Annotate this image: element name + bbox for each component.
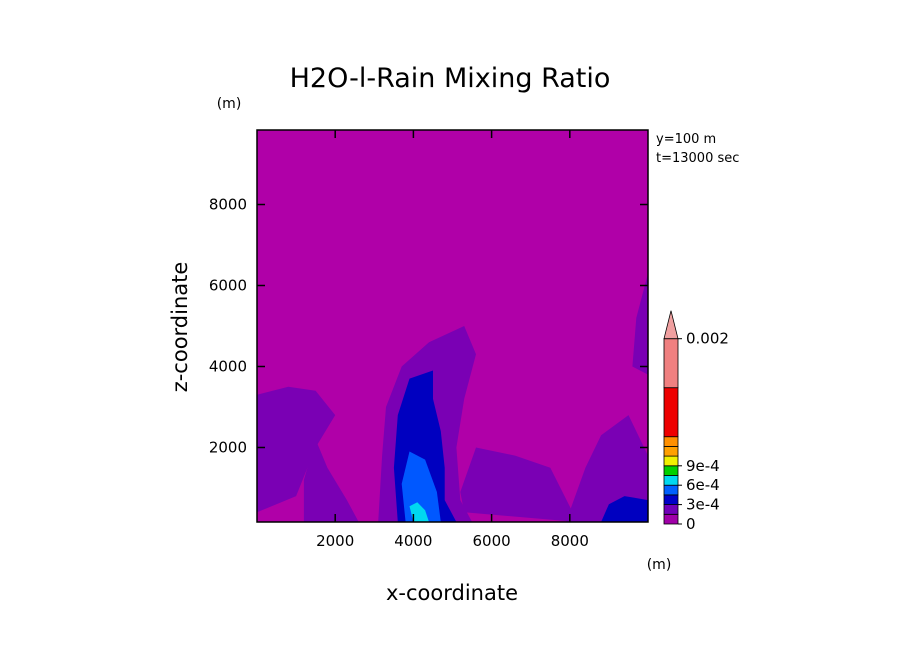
y-unit-label: (m) [217, 96, 242, 112]
contour-level-3-region-0 [401, 451, 441, 522]
x-tick-label: 2000 [316, 532, 354, 550]
colorbar-tick-label: 0 [686, 515, 696, 533]
colorbar-tick-label: 9e-4 [686, 457, 720, 475]
contour-level-1-region-5 [632, 273, 648, 375]
contour-level-1-region-4 [565, 415, 648, 522]
colorbar-segment [663, 494, 679, 505]
info-y-position: y=100 m [656, 132, 716, 147]
colorbar-tick-label: 3e-4 [686, 496, 720, 514]
colorbar-tick-label: 0.002 [686, 330, 729, 348]
y-tick-label: 6000 [209, 277, 247, 295]
colorbar-segment [663, 484, 679, 496]
contour-level-4-region-0 [409, 502, 429, 522]
colorbar-tick-label: 6e-4 [686, 476, 720, 494]
chart-title: H2O-l-Rain Mixing Ratio [290, 63, 611, 94]
y-tick-label: 2000 [209, 438, 247, 456]
colorbar-segment [663, 445, 679, 457]
plot-frame [256, 129, 649, 523]
info-time: t=13000 sec [656, 151, 739, 166]
colorbar-segment [663, 436, 679, 447]
x-tick-label: 8000 [551, 532, 589, 550]
y-tick-label: 8000 [209, 196, 247, 214]
contour-level-1-region-1 [303, 439, 359, 522]
contour-level-2-region-1 [601, 496, 648, 522]
y-axis-label: z-coordinate [168, 262, 192, 393]
plot-area [257, 130, 648, 522]
x-axis-label: x-coordinate [386, 581, 518, 605]
colorbar-segment [663, 387, 679, 438]
colorbar-segment [663, 338, 679, 389]
contour-level-1-region-0 [257, 386, 336, 513]
contour-level-1-region-3 [460, 447, 578, 522]
colorbar-segment [663, 513, 679, 525]
colorbar-segment [663, 504, 679, 515]
axis-ticks: 2000 4000 6000 8000 2000 4000 6000 8000 [209, 130, 648, 550]
colorbar: 03e-4 6e-49e-4 0.002 [663, 310, 729, 533]
x-tick-label: 6000 [473, 532, 511, 550]
x-unit-label: (m) [647, 557, 672, 573]
colorbar-segment [663, 455, 679, 467]
colorbar-extend-arrow [663, 310, 679, 340]
y-tick-label: 4000 [209, 357, 247, 375]
x-tick-label: 4000 [394, 532, 432, 550]
colorbar-segment [663, 465, 679, 476]
colorbar-segment [663, 475, 679, 486]
